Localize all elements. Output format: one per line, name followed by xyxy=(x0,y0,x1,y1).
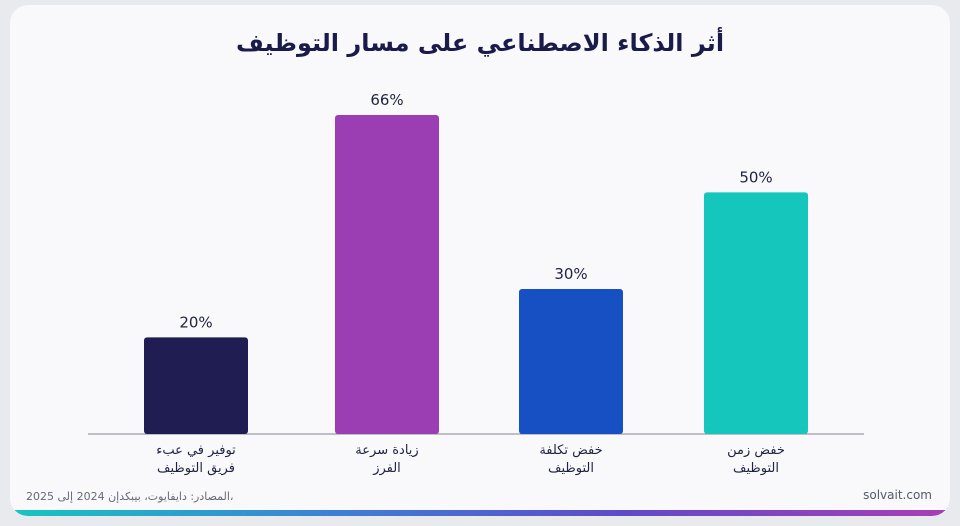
category-label-1-line-1: توفير في عبء xyxy=(156,443,236,458)
data-label-4: 50% xyxy=(739,168,772,186)
category-label-3-line-1: خفض تكلفة xyxy=(539,443,602,458)
data-label-3: 30% xyxy=(554,265,587,283)
chart-title: أثر الذكاء الاصطناعي على مسار التوظيف xyxy=(235,29,725,57)
data-label-1: 20% xyxy=(179,313,212,331)
category-label-4-line-2: التوظيف xyxy=(733,461,779,476)
category-label-3-line-2: التوظيف xyxy=(548,461,594,476)
bar-4 xyxy=(704,192,808,434)
gradient-footer-bar xyxy=(10,510,950,516)
bar-2 xyxy=(335,115,439,434)
data-label-2: 66% xyxy=(370,91,403,109)
category-label-1-line-2: فريق التوظيف xyxy=(157,461,235,476)
source-note: المصادر: دايفايوت، بيبكدإن 2024 إلى 2025… xyxy=(26,490,234,503)
brand-link[interactable]: solvait.com xyxy=(863,488,932,502)
category-label-4-line-1: خفض زمن xyxy=(727,443,785,458)
bar-chart: 20% توفير في عبء فريق التوظيف 66% زيادة سرعة… xyxy=(88,91,864,476)
category-label-2-line-1: زيادة سرعة xyxy=(355,443,418,458)
category-label-2-line-2: الفرز xyxy=(372,461,401,476)
bar-1 xyxy=(144,337,248,434)
chart-card: أثر الذكاء الاصطناعي على مسار التوظيف 20… xyxy=(10,5,950,516)
bar-3 xyxy=(519,289,623,434)
